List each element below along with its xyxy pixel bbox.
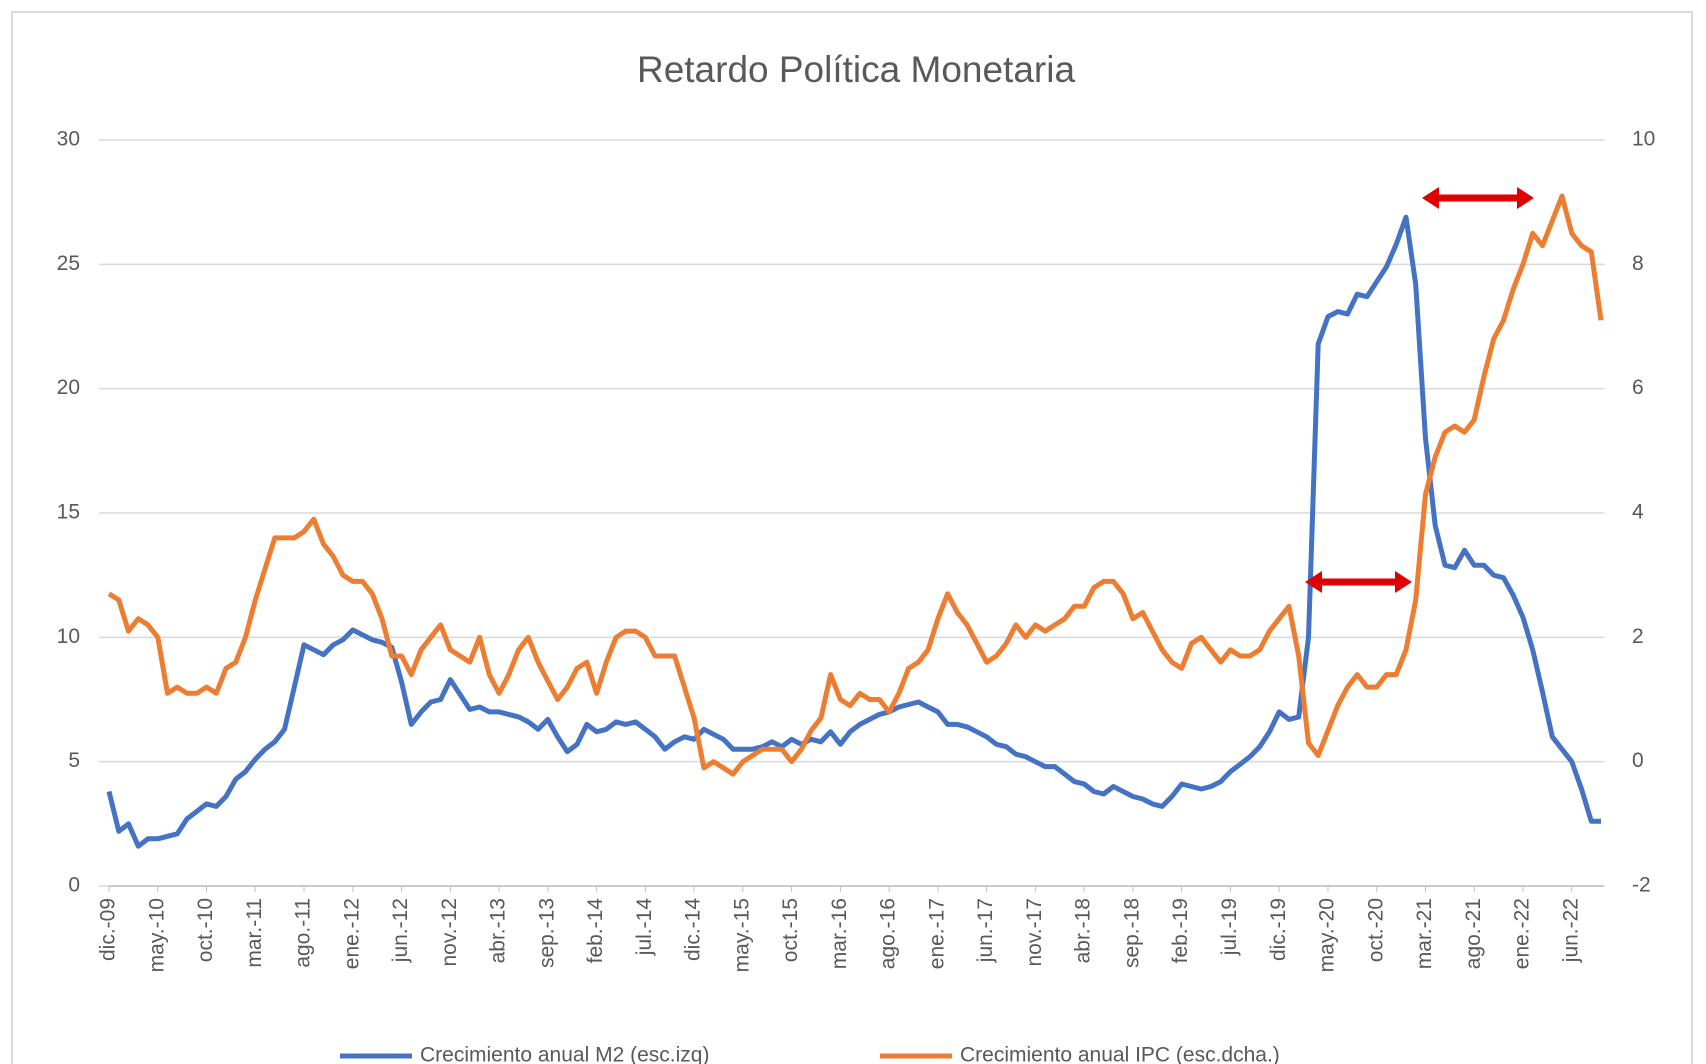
grid <box>99 139 1605 892</box>
y-tick-label: 15 <box>57 501 80 524</box>
x-tick-label: mar.-16 <box>828 898 851 969</box>
x-tick-label: oct.-10 <box>194 898 217 962</box>
x-tick-label: sep.-18 <box>1120 898 1143 968</box>
x-tick-label: jun.-12 <box>389 898 412 963</box>
x-tick-label: jul.-14 <box>633 898 656 957</box>
x-tick-label: oct.-20 <box>1364 898 1387 962</box>
chart-title: Retardo Política Monetaria <box>637 49 1075 90</box>
series-lines <box>106 193 1604 849</box>
y2-tick-label: 0 <box>1632 749 1644 772</box>
x-tick-label: dic.-14 <box>682 898 705 961</box>
x-tick-label: jul.-19 <box>1218 898 1241 956</box>
x-tick-label: mar.-21 <box>1413 898 1436 969</box>
x-tick-label: jun.-22 <box>1559 898 1582 963</box>
y2-tick-label: 6 <box>1632 376 1644 399</box>
y2-tick-label: 2 <box>1632 625 1644 648</box>
y-tick-label: 25 <box>57 252 80 275</box>
x-tick-label: oct.-15 <box>779 898 802 962</box>
x-tick-label: may.-15 <box>730 898 753 972</box>
y-tick-label: 0 <box>68 874 80 897</box>
x-tick-label: jun.-17 <box>974 898 997 963</box>
y2-tick-label: 4 <box>1632 501 1644 524</box>
x-tick-label: ene.-12 <box>340 898 363 969</box>
arrow-head <box>1422 187 1439 209</box>
x-tick-label: dic.-09 <box>97 898 120 961</box>
annotation-arrows <box>1305 187 1534 593</box>
x-tick-label: may.-20 <box>1316 898 1339 972</box>
x-tick-label: ene.-22 <box>1511 898 1534 969</box>
legend-label: Crecimiento anual M2 (esc.izq) <box>420 1044 709 1064</box>
y2-tick-label: 10 <box>1632 128 1655 151</box>
x-tick-label: abr.-13 <box>487 898 510 963</box>
y-tick-label: 10 <box>57 625 80 648</box>
x-tick-label: feb.-14 <box>584 898 607 964</box>
x-tick-label: sep.-13 <box>535 898 558 968</box>
arrow-head <box>1517 187 1534 209</box>
y-tick-label: 20 <box>57 376 80 399</box>
legend-label: Crecimiento anual IPC (esc.dcha.) <box>960 1044 1280 1064</box>
x-tick-label: nov.-12 <box>438 898 461 967</box>
x-tick-label: nov.-17 <box>1023 898 1046 967</box>
x-tick-label: dic.-19 <box>1267 898 1290 961</box>
x-tick-label: mar.-11 <box>243 898 266 968</box>
series-line <box>107 193 1604 777</box>
series-line <box>106 214 1601 849</box>
arrow-head <box>1395 571 1412 593</box>
y2-tick-label: 8 <box>1632 252 1644 275</box>
y-tick-label: 30 <box>57 128 80 151</box>
x-tick-label: abr.-18 <box>1072 898 1095 963</box>
y-tick-label: 5 <box>68 749 80 772</box>
x-tick-label: may.-10 <box>145 898 168 972</box>
y2-tick-label: -2 <box>1632 874 1651 897</box>
x-tick-label: ago.-11 <box>292 898 315 968</box>
x-tick-label: ago.-16 <box>877 898 900 969</box>
x-tick-label: ene.-17 <box>925 898 948 969</box>
x-tick-label: feb.-19 <box>1169 898 1192 963</box>
arrow-head <box>1305 571 1322 593</box>
x-tick-label: ago.-21 <box>1462 898 1485 969</box>
